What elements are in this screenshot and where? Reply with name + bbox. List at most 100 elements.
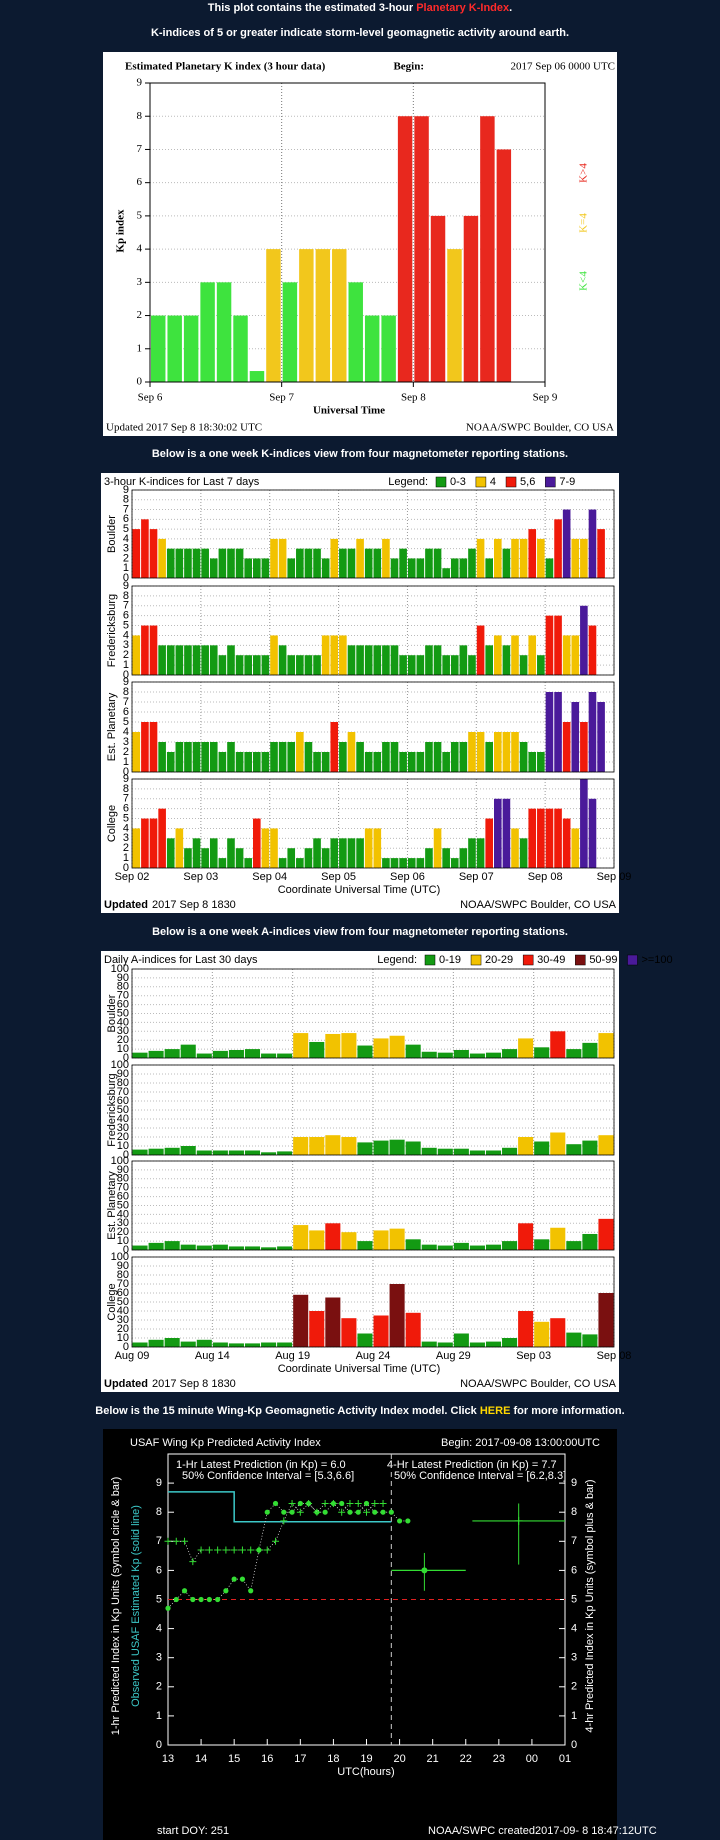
footer-bold: Updated [104,899,148,911]
prediction-point [405,1518,411,1524]
panel-name: Est. Planetary [106,692,118,761]
bar [433,828,442,868]
y-tick-label: 90 [117,1260,129,1272]
y-tick-label: 30 [117,1122,129,1134]
y-tick-label: 40 [117,1305,129,1317]
bar [180,1244,196,1250]
panel-frame [131,489,615,579]
bar [407,752,416,772]
caption-text: Below is the 15 minute Wing-Kp Geomagnet… [95,1405,480,1417]
bar [496,149,512,382]
y-tick-label: 4 [123,726,129,738]
bar [282,282,298,382]
bar [381,315,396,382]
bar [313,752,321,772]
bar [218,752,227,772]
bar [534,1321,550,1347]
footer-left: 2017 Sep 8 1830 [152,1378,236,1390]
bar [192,548,201,578]
bar [175,828,184,868]
begin: 2017 Sep 06 0000 UTC [511,61,616,73]
y-tick-label: 10 [117,1140,129,1152]
legend-title: Legend: [388,476,428,488]
bar [571,635,580,675]
y-tick-label: 90 [117,1068,129,1080]
bar [201,742,209,772]
panel-frame [131,681,615,773]
x-tick-label: Sep 08 [528,871,563,883]
y-tick-label: 40 [117,1113,129,1125]
bar [166,838,175,868]
bar [528,808,537,868]
caption-link[interactable]: HERE [480,1405,511,1417]
bar [192,838,201,868]
y-tick-label: 70 [117,1278,129,1290]
bar [399,548,407,578]
bar [554,615,562,675]
wing-caption: Below is the 15 minute Wing-Kp Geomagnet… [95,1405,624,1417]
chart-title: USAF Wing Kp Predicted Activity Index [130,1437,321,1449]
y-tick-label: 0 [123,766,129,778]
panel-name: Fredericksburg [106,594,118,667]
y-tick-label: 6 [123,610,129,622]
legend-label: 50-99 [589,954,617,966]
bar [235,848,244,868]
bar [580,779,588,868]
y-tick-label: 8 [137,110,143,122]
y-tick-label: 7 [156,1535,162,1547]
bar [511,828,519,868]
bar [382,645,390,675]
bar [416,655,425,675]
chart-background [103,1429,617,1840]
bar [356,645,364,675]
footer-right: NOAA/SWPC Boulder, CO USA [466,422,614,434]
bar [266,249,281,382]
bar [287,655,296,675]
bar [166,645,175,675]
y2-tick-label: 0 [571,1739,577,1751]
bar [437,1052,453,1058]
bar [373,752,382,772]
bar [166,548,175,578]
bar [339,548,347,578]
prediction-point [190,1596,196,1603]
y-tick-label: 7 [137,143,143,155]
y-tick-label: 4 [123,533,129,545]
bar [450,742,459,772]
x-tick-label: 20 [393,1753,405,1765]
bar [321,752,330,772]
bar [149,818,158,868]
bar [196,1339,212,1347]
bar [278,858,287,868]
panel-name: Boulder [106,994,118,1032]
bar [149,722,158,772]
bar [249,371,265,382]
bar [537,655,545,675]
annotation: 4-Hr Latest Prediction (in Kp) = 7.7 [387,1459,557,1471]
latest-point [514,1516,523,1525]
bar [459,742,468,772]
a-caption: Below is a one week A-indices view from … [152,926,568,938]
bar [518,1223,534,1250]
bar [347,548,356,578]
bar [571,702,580,772]
bar [421,1051,437,1058]
bar [447,249,462,382]
caption-link[interactable]: Planetary K-Index [416,2,510,14]
bar [450,655,459,675]
bar [425,742,433,772]
y-tick-label: 7 [123,696,129,708]
y-tick-label: 2 [137,309,143,321]
bar [261,1053,277,1058]
bar [389,1139,405,1155]
y-axis-label-observed: Observed USAF Estimated Kp (solid line) [130,1505,142,1707]
bar [519,655,528,675]
x-tick-label: Aug 19 [275,1350,310,1362]
bar [278,645,287,675]
y-tick-label: 9 [156,1477,162,1489]
bar [278,742,287,772]
x-tick-label: Aug 14 [195,1350,230,1362]
y-tick-label: 1 [123,562,129,574]
bar [261,828,270,868]
